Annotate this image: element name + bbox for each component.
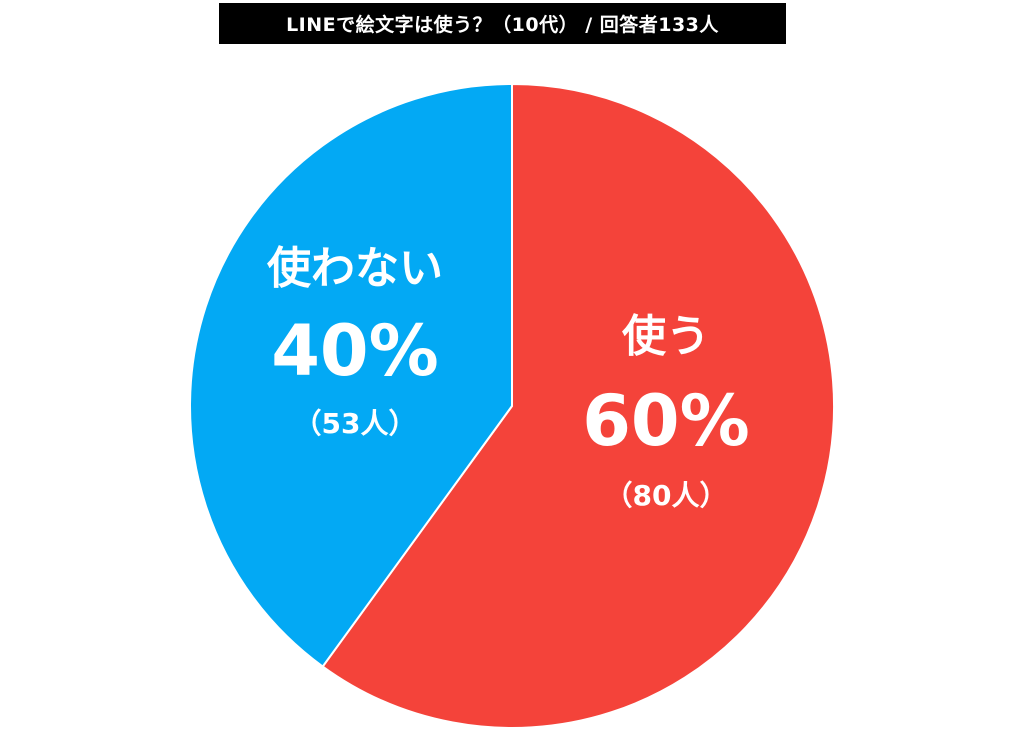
slice-label-use-count: （80人） — [604, 479, 728, 512]
pie-slice-use — [321, 82, 835, 729]
slice-label-use-name: 使う — [622, 311, 710, 362]
chart-title: LINEで絵文字は使う？（10代） / 回答者133人 — [219, 3, 786, 44]
slice-label-not-use-count: （53人） — [293, 407, 417, 440]
slice-label-not-use-percent: 40% — [271, 310, 439, 392]
slice-label-use-percent: 60% — [582, 380, 750, 462]
slice-label-not-use-name: 使わない — [267, 243, 443, 294]
pie-slice-not-use — [189, 82, 513, 668]
